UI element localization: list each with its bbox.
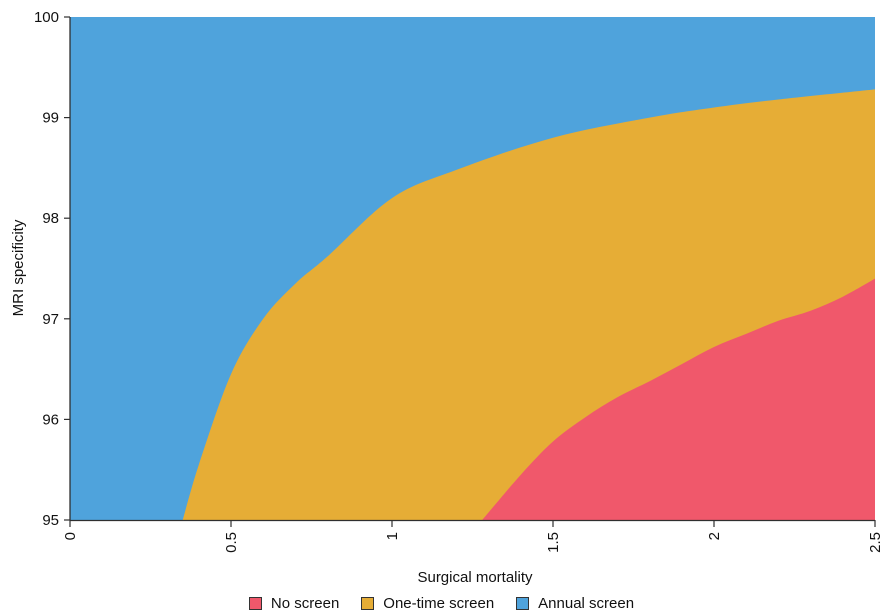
- x-tick-label: 1: [384, 532, 401, 540]
- x-tick-label: 0.5: [223, 532, 240, 553]
- x-axis-title: Surgical mortality: [417, 569, 533, 586]
- x-tick-label: 1.5: [545, 532, 562, 553]
- legend-label: One-time screen: [383, 594, 495, 612]
- legend-label: No screen: [270, 594, 340, 612]
- x-tick-label: 0: [62, 532, 79, 540]
- x-tick-label: 2.5: [867, 532, 883, 553]
- chart: 95 96 97 98 99 100 0 0.5 1 1.5 2 2.5 Surgical morta…: [10, 9, 883, 586]
- x-tick-label: 2: [706, 532, 723, 540]
- y-tick-label: 97: [42, 311, 59, 328]
- legend: No screen One-time screen Annual screen: [0, 593, 883, 613]
- legend-item-no-screen: No screen: [248, 594, 340, 612]
- legend-item-one-time-screen: One-time screen: [361, 595, 494, 612]
- y-tick-label: 95: [42, 512, 59, 529]
- y-axis-title: MRI specificity: [10, 219, 27, 316]
- y-tick-label: 100: [34, 9, 59, 26]
- one-time-screen-swatch: [361, 596, 375, 610]
- legend-item-annual-screen: Annual screen: [516, 595, 634, 612]
- no-screen-swatch: [248, 596, 262, 610]
- y-tick-label: 98: [42, 210, 59, 227]
- y-tick-label: 96: [42, 411, 59, 428]
- y-tick-label: 99: [42, 110, 59, 127]
- region-no-screen: [482, 278, 875, 520]
- annual-screen-swatch: [516, 596, 530, 610]
- legend-label: Annual screen: [538, 594, 635, 612]
